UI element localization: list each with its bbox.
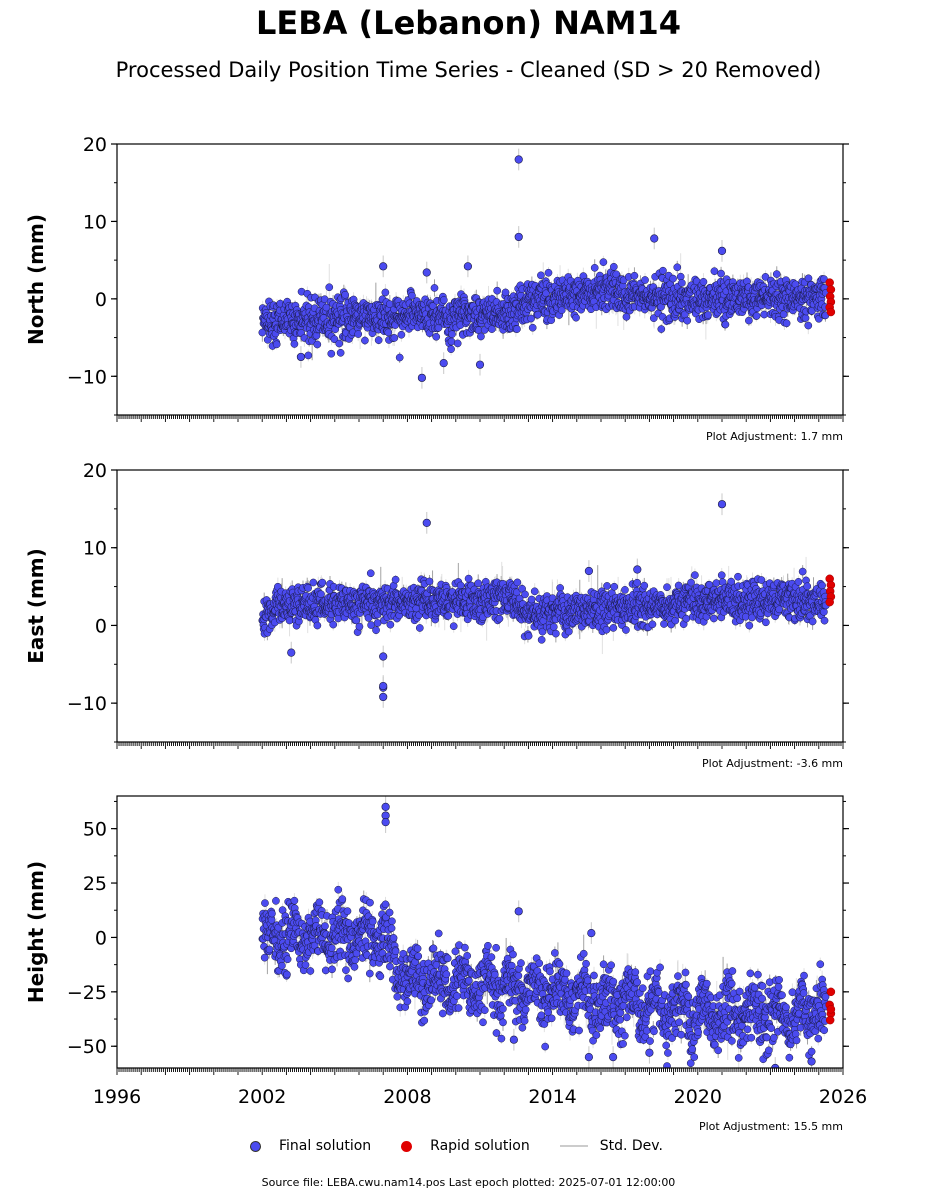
final-point [408, 291, 416, 300]
final-point [599, 258, 608, 266]
final-point [341, 290, 350, 299]
final-point [501, 288, 510, 297]
final-point [430, 284, 439, 292]
final-point [745, 316, 753, 325]
final-point [710, 267, 719, 276]
final-point [361, 336, 369, 345]
final-point [537, 271, 545, 280]
final-point [272, 340, 281, 349]
panel-0-plot-area [258, 148, 836, 389]
y-axis-label: North (mm) [24, 214, 48, 345]
final-point [322, 303, 331, 312]
final-point [641, 276, 649, 284]
plot-adjustment-annotation: Plot Adjustment: 1.7 mm [706, 430, 843, 443]
panel-1-plot-area [258, 493, 836, 708]
final-point [513, 325, 521, 333]
final-point [622, 313, 631, 321]
final-point [609, 262, 618, 271]
outlier-point [650, 234, 659, 243]
y-tick-label: −10 [67, 366, 107, 388]
final-point [673, 263, 682, 272]
y-tick-label: 20 [83, 134, 107, 156]
final-point [678, 279, 686, 287]
panel-0-std-dev-bars [261, 148, 827, 389]
final-point [804, 321, 813, 330]
final-point [447, 345, 455, 354]
final-point [336, 348, 345, 357]
final-point [335, 339, 344, 348]
final-point [683, 316, 692, 325]
final-point [397, 330, 406, 339]
rapid-point [826, 307, 836, 317]
final-point [304, 351, 313, 360]
rapid-point [825, 278, 834, 287]
final-point [801, 314, 810, 322]
outlier-point [514, 232, 523, 242]
final-point [477, 332, 485, 341]
final-point [429, 302, 437, 310]
final-point [527, 314, 535, 323]
outlier-point [417, 373, 427, 382]
final-point [612, 270, 621, 279]
final-point [381, 288, 390, 297]
final-point [721, 320, 730, 329]
final-point [528, 323, 537, 332]
final-point [327, 349, 336, 358]
panel-0-final-points [258, 155, 830, 382]
final-point [669, 274, 677, 283]
y-tick-label: 0 [95, 289, 107, 311]
final-point [384, 328, 393, 337]
final-point [439, 296, 448, 304]
final-point [779, 310, 788, 319]
outlier-point [717, 246, 727, 255]
final-point [704, 311, 712, 319]
final-point [330, 335, 339, 344]
final-point [659, 266, 667, 275]
final-point [782, 319, 791, 328]
chart-subtitle: Processed Daily Position Time Series - C… [115, 58, 822, 82]
final-point [432, 332, 441, 341]
final-point [313, 340, 322, 349]
chart-title: LEBA (Lebanon) NAM14 [256, 4, 681, 42]
y-tick-label: 10 [83, 211, 107, 233]
final-point [761, 273, 770, 281]
outlier-point [514, 155, 523, 164]
final-point [676, 272, 685, 281]
panel-0-rapid-points [825, 278, 836, 317]
outlier-point [422, 268, 431, 277]
outlier-point [463, 262, 473, 271]
final-point [557, 306, 566, 315]
outlier-point [439, 359, 448, 368]
final-point [772, 270, 781, 278]
final-point [448, 330, 456, 339]
final-point [488, 325, 496, 333]
final-point [325, 283, 334, 292]
final-point [657, 325, 666, 333]
final-point [649, 314, 658, 323]
final-point [395, 353, 404, 362]
final-point [390, 334, 399, 342]
final-point [453, 339, 462, 348]
final-point [258, 328, 267, 337]
outlier-point [379, 262, 388, 271]
final-point [354, 330, 363, 338]
final-point [717, 269, 725, 278]
final-point [493, 286, 502, 295]
final-point [699, 277, 708, 286]
final-point [752, 312, 761, 320]
outlier-point [475, 360, 485, 369]
final-point [374, 336, 383, 345]
outlier-point [296, 352, 306, 362]
final-point [590, 263, 599, 272]
final-point [630, 271, 639, 280]
final-point [544, 268, 553, 277]
final-point [290, 340, 299, 348]
final-point [572, 313, 580, 322]
